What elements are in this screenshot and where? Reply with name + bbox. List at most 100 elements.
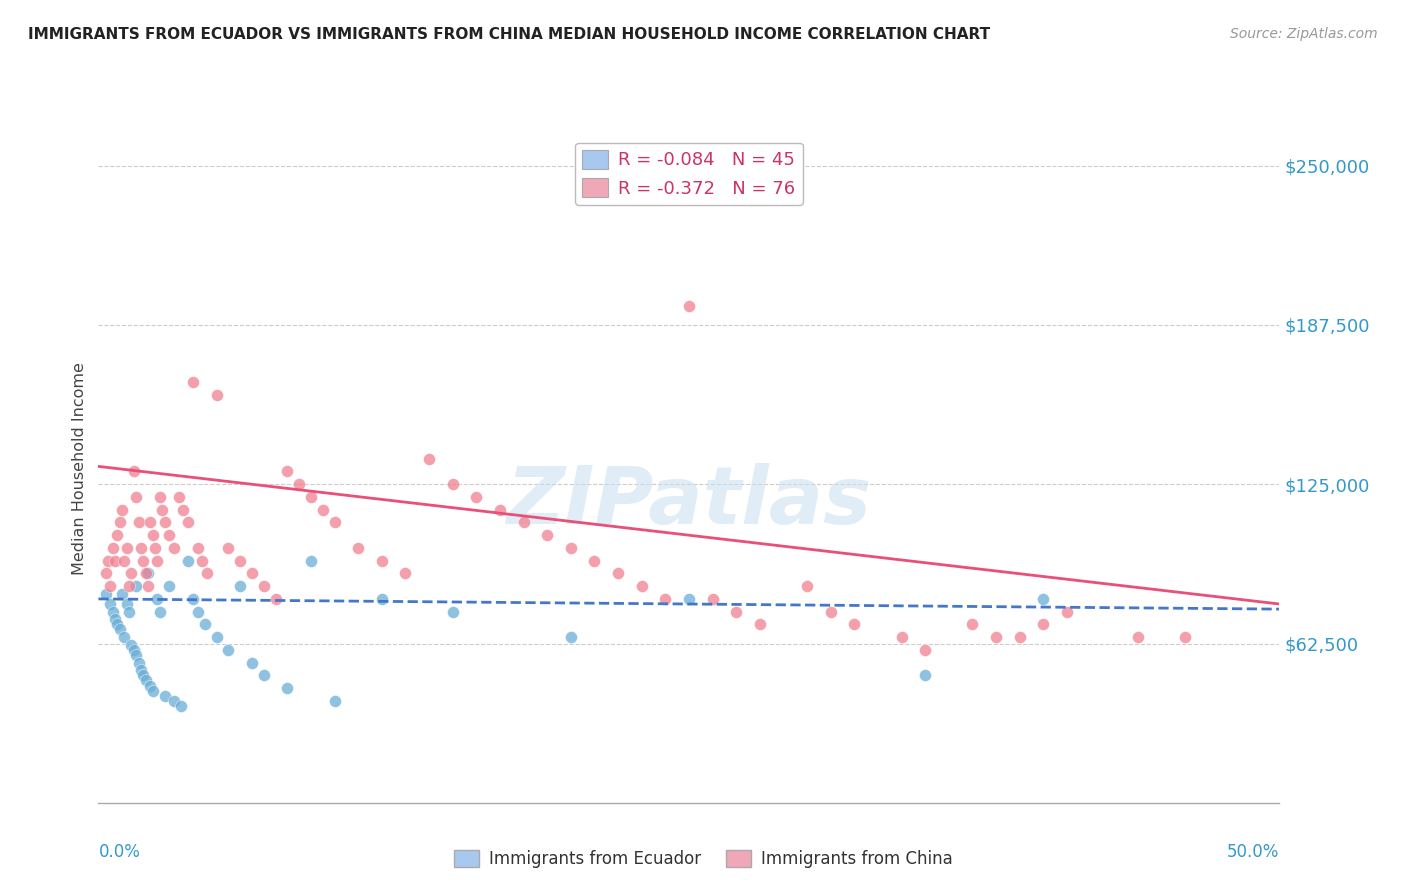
Point [108,623,131,637]
Point [914,643,936,657]
Point [153,516,176,530]
Point [150,502,173,516]
Point [418,451,440,466]
Point [128,516,150,530]
Point [288,477,311,491]
Text: IMMIGRANTS FROM ECUADOR VS IMMIGRANTS FROM CHINA MEDIAN HOUSEHOLD INCOME CORRELA: IMMIGRANTS FROM ECUADOR VS IMMIGRANTS FR… [28,27,990,42]
Point [890,630,912,644]
Point [323,516,346,530]
Point [253,579,276,593]
Point [101,541,124,555]
Legend: Immigrants from Ecuador, Immigrants from China: Immigrants from Ecuador, Immigrants from… [447,843,959,875]
Point [153,689,176,703]
Point [136,566,159,581]
Point [132,668,155,682]
Point [172,502,194,516]
Point [139,679,162,693]
Point [441,605,464,619]
Point [135,566,157,581]
Point [264,591,287,606]
Point [1008,630,1031,644]
Point [132,554,155,568]
Point [129,541,152,555]
Point [177,516,200,530]
Point [607,566,630,581]
Point [844,617,866,632]
Point [195,566,218,581]
Point [394,566,416,581]
Point [229,554,252,568]
Point [371,554,394,568]
Point [191,554,214,568]
Point [104,554,127,568]
Point [796,579,818,593]
Point [97,554,120,568]
Point [142,683,165,698]
Point [149,605,172,619]
Point [630,579,652,593]
Point [167,490,190,504]
Point [98,597,121,611]
Point [125,579,148,593]
Point [181,591,204,606]
Point [105,617,128,632]
Point [217,541,239,555]
Point [121,638,143,652]
Point [347,541,370,555]
Point [441,477,464,491]
Point [536,528,558,542]
Point [115,597,138,611]
Point [914,668,936,682]
Point [163,541,186,555]
Point [146,591,169,606]
Point [678,591,700,606]
Point [187,541,209,555]
Point [104,612,127,626]
Point [136,579,159,593]
Text: ZIPatlas: ZIPatlas [506,463,872,541]
Point [129,663,152,677]
Point [371,591,394,606]
Point [163,694,186,708]
Point [125,648,148,662]
Point [583,554,606,568]
Point [128,656,150,670]
Legend: R = -0.084   N = 45, R = -0.372   N = 76: R = -0.084 N = 45, R = -0.372 N = 76 [575,143,803,205]
Point [121,566,143,581]
Point [253,668,276,682]
Point [177,554,200,568]
Point [112,630,135,644]
Point [118,605,141,619]
Point [187,605,209,619]
Point [323,694,346,708]
Point [1174,630,1197,644]
Point [111,502,134,516]
Point [170,698,193,713]
Point [489,502,512,516]
Point [560,630,582,644]
Point [240,656,263,670]
Text: Source: ZipAtlas.com: Source: ZipAtlas.com [1230,27,1378,41]
Point [678,299,700,313]
Point [512,516,534,530]
Point [181,376,204,390]
Y-axis label: Median Household Income: Median Household Income [72,362,87,574]
Point [1032,617,1054,632]
Point [984,630,1007,644]
Point [820,605,842,619]
Point [299,554,322,568]
Point [118,579,141,593]
Point [962,617,984,632]
Point [560,541,582,555]
Point [654,591,676,606]
Point [312,502,335,516]
Point [1056,605,1078,619]
Point [157,579,180,593]
Point [205,388,228,402]
Point [139,516,162,530]
Point [94,587,117,601]
Point [299,490,322,504]
Point [142,528,165,542]
Point [101,605,124,619]
Point [276,681,298,695]
